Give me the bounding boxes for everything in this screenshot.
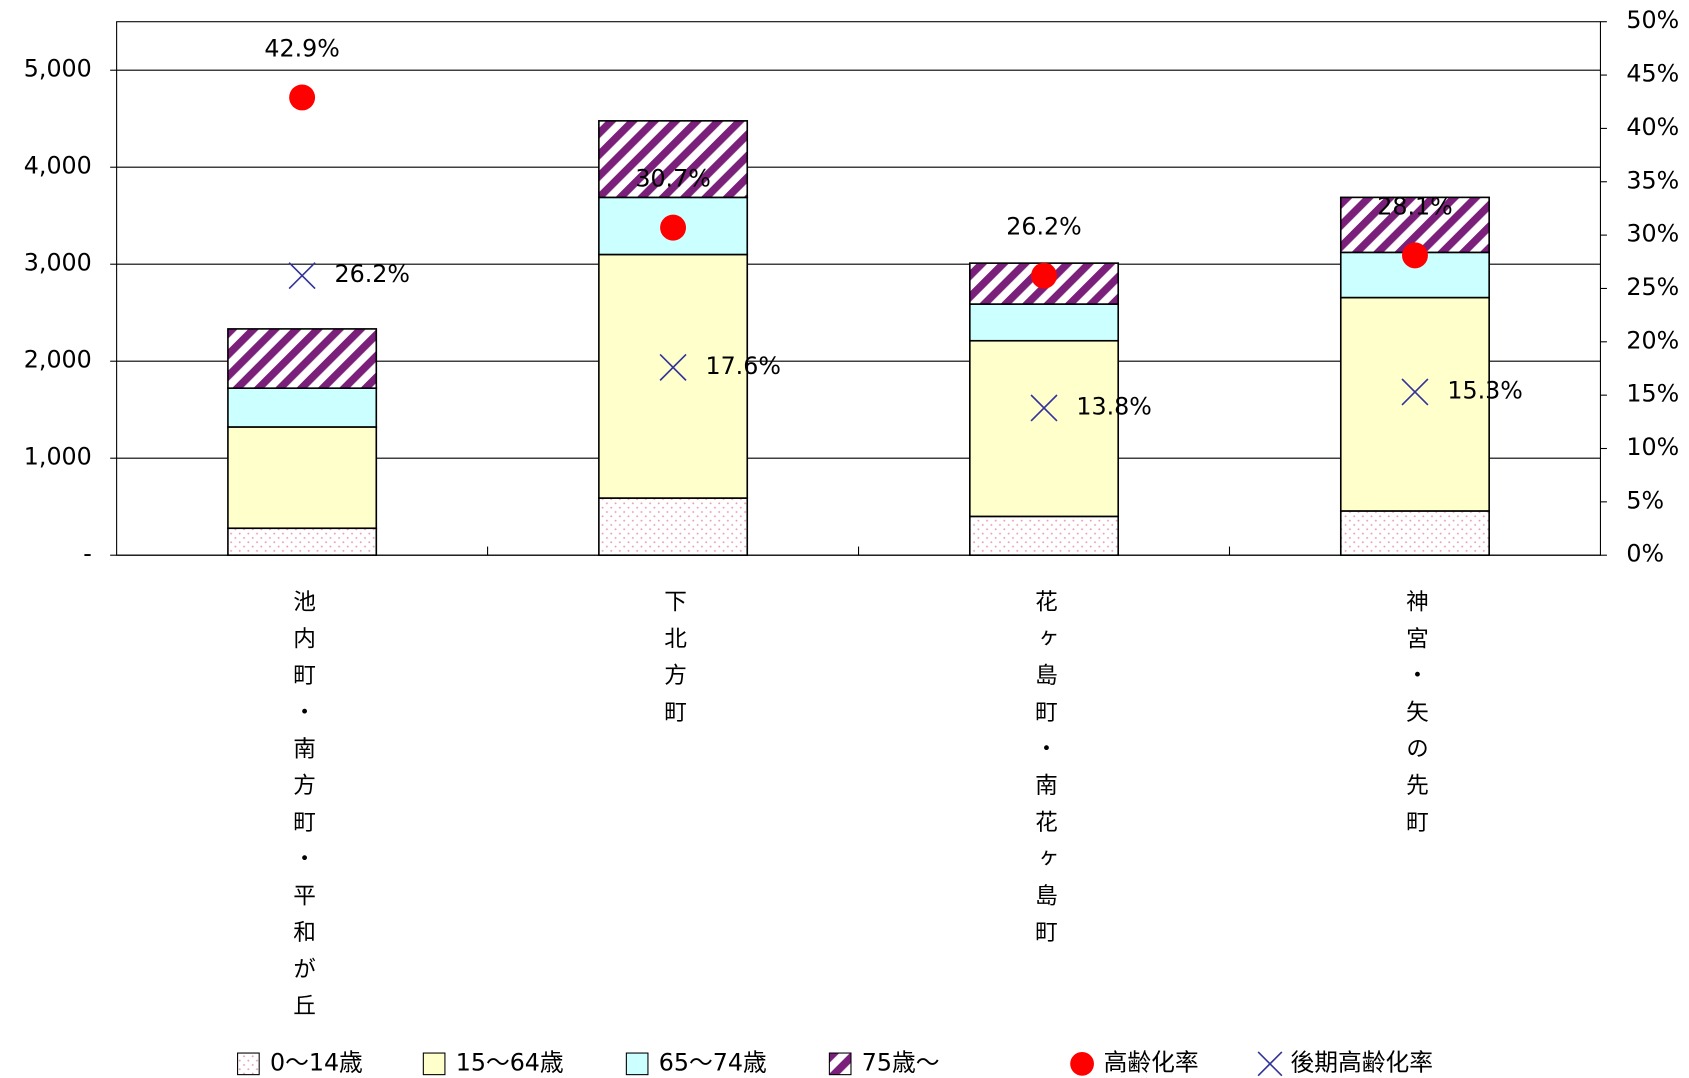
- x-tick-label: 下北方町: [660, 590, 686, 737]
- legend-swatch: [625, 1052, 649, 1076]
- y-tick-label: 5,000: [24, 55, 92, 83]
- y-tick-label: 2,000: [24, 346, 92, 374]
- x-tick-label: 神宮・矢の先町: [1402, 590, 1428, 847]
- y2-tick-label: 35%: [1626, 166, 1679, 194]
- legend-label: 高齢化率: [1104, 1048, 1199, 1076]
- legend-swatch: [828, 1052, 852, 1076]
- bar-segment: [969, 303, 1120, 342]
- y-tick-label: -: [83, 540, 92, 568]
- data-label: 17.6%: [705, 352, 780, 380]
- bar-segment: [227, 426, 378, 530]
- y2-tick-label: 40%: [1626, 113, 1679, 141]
- bar-segment: [598, 253, 749, 499]
- y-tick-label: 3,000: [24, 249, 92, 277]
- y2-tick-label: 10%: [1626, 433, 1679, 461]
- rate-marker: [1401, 378, 1429, 406]
- rate-marker: [1030, 394, 1058, 422]
- legend-label: 75歳〜: [862, 1048, 940, 1076]
- x-tick-label: 花ヶ島町・南花ヶ島町: [1031, 590, 1057, 957]
- legend-marker: [1070, 1051, 1094, 1076]
- legend-swatch: [422, 1052, 446, 1076]
- rate-marker: [660, 214, 687, 241]
- rate-marker: [659, 353, 687, 381]
- bar-segment: [598, 120, 749, 199]
- legend-label: 65〜74歳: [659, 1048, 767, 1076]
- bar-segment: [598, 497, 749, 557]
- bar-segment: [227, 527, 378, 557]
- y2-tick-label: 25%: [1626, 273, 1679, 301]
- rate-marker: [289, 84, 316, 111]
- data-label: 26.2%: [335, 260, 410, 288]
- y2-tick-label: 0%: [1626, 540, 1664, 568]
- bar-segment: [969, 339, 1120, 518]
- y2-tick-label: 45%: [1626, 60, 1679, 88]
- data-label: 26.2%: [1006, 213, 1081, 241]
- y2-tick-label: 30%: [1626, 220, 1679, 248]
- data-label: 28.1%: [1377, 192, 1452, 220]
- legend-label: 0〜14歳: [270, 1048, 363, 1076]
- data-label: 15.3%: [1447, 376, 1522, 404]
- legend-marker: [1257, 1051, 1283, 1077]
- y2-tick-label: 15%: [1626, 380, 1679, 408]
- y-tick-label: 4,000: [24, 152, 92, 180]
- data-label: 13.8%: [1076, 392, 1151, 420]
- rate-marker: [1402, 242, 1428, 269]
- x-tick-label: 池内町・南方町・平和が丘: [289, 590, 315, 1031]
- rate-marker: [288, 262, 316, 290]
- bar-segment: [1339, 510, 1490, 557]
- bar-segment: [969, 515, 1120, 557]
- bar-segment: [1339, 296, 1490, 512]
- y-tick-label: 1,000: [24, 443, 92, 471]
- legend-label: 15〜64歳: [456, 1048, 564, 1076]
- data-label: 42.9%: [264, 34, 339, 62]
- bar-segment: [227, 328, 378, 389]
- legend-swatch: [237, 1052, 260, 1076]
- y2-tick-label: 50%: [1626, 6, 1679, 34]
- y2-tick-label: 20%: [1626, 326, 1679, 354]
- bar-segment: [227, 387, 378, 428]
- y2-tick-label: 5%: [1626, 486, 1664, 514]
- data-label: 30.7%: [635, 165, 710, 193]
- legend-label: 後期高齢化率: [1291, 1048, 1434, 1076]
- rate-marker: [1031, 262, 1057, 289]
